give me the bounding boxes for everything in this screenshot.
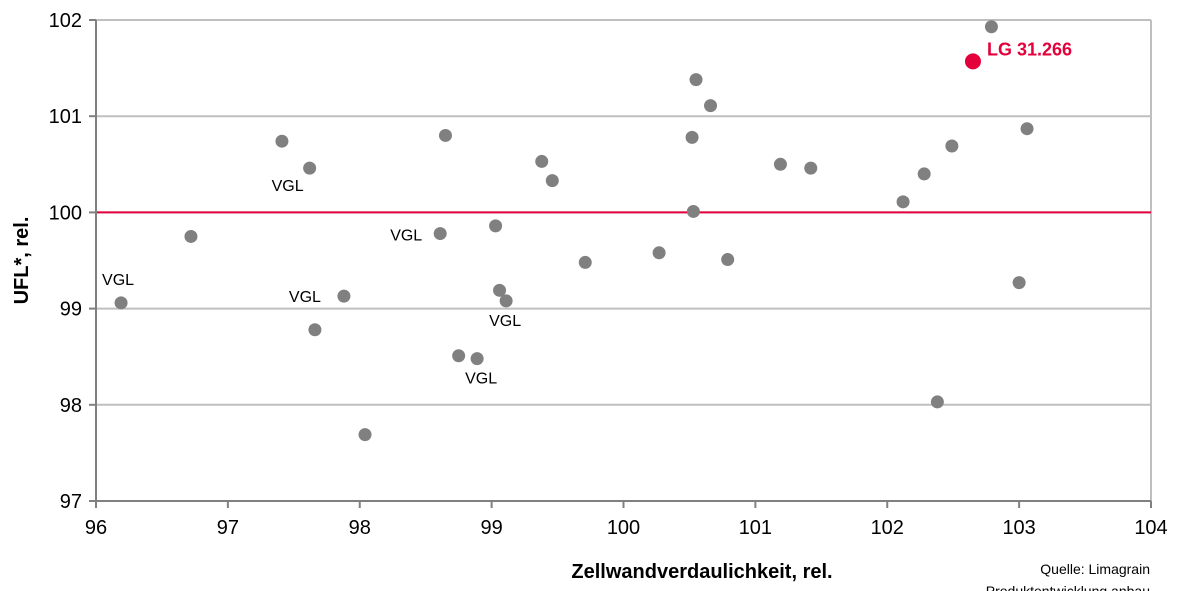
- gridlines: [96, 19, 1152, 501]
- x-tick-label-102: 102: [871, 517, 904, 539]
- y-axis-title: UFL*, rel.: [11, 217, 33, 305]
- data-point-29: [984, 20, 998, 34]
- data-point-labels: VGL VGL VGL VGL VGL VGL LG 31.266: [102, 39, 1072, 387]
- data-point-14: [535, 154, 549, 168]
- data-point-8: [438, 128, 452, 142]
- data-point-16: [578, 255, 592, 269]
- y-tick-label-99: 99: [60, 299, 82, 321]
- data-point-22: [721, 253, 735, 267]
- data-point-3: [303, 161, 317, 175]
- y-tick-label-101: 101: [49, 106, 82, 128]
- x-tick-label-103: 103: [1002, 517, 1035, 539]
- x-tick-label-96: 96: [85, 517, 107, 539]
- footnote-text: Produktentwicklung anbau: [986, 583, 1150, 591]
- data-point-2: [275, 134, 289, 148]
- data-point-30: [1012, 276, 1026, 290]
- data-point-26: [917, 167, 931, 181]
- highlight-point: [964, 53, 981, 70]
- y-tick-label-102: 102: [49, 10, 82, 32]
- x-tick-label-97: 97: [217, 517, 239, 539]
- y-tick-label-100: 100: [49, 202, 82, 224]
- data-point-21: [704, 99, 718, 113]
- x-axis-title: Zellwandverdaulichkeit, rel.: [571, 561, 832, 583]
- data-point-24: [804, 161, 818, 175]
- x-tick-label-98: 98: [349, 517, 371, 539]
- data-point-0: [114, 296, 128, 310]
- data-point-6: [358, 428, 372, 442]
- point-label-3: VGL: [272, 178, 304, 195]
- point-label-5: VGL: [289, 289, 321, 306]
- data-point-10: [470, 352, 484, 366]
- point-label-13: VGL: [489, 313, 521, 330]
- data-point-9: [452, 349, 466, 363]
- data-point-15: [545, 174, 559, 188]
- data-point-25: [896, 195, 910, 209]
- x-tick-label-101: 101: [739, 517, 772, 539]
- data-point-1: [184, 229, 198, 243]
- point-label-7: VGL: [390, 228, 422, 245]
- data-point-11: [489, 219, 503, 233]
- data-point-13: [499, 294, 513, 308]
- data-point-18: [685, 130, 699, 144]
- highlight-label: LG 31.266: [987, 39, 1072, 59]
- x-tick-label-99: 99: [481, 517, 503, 539]
- data-point-4: [308, 323, 322, 337]
- y-tick-label-98: 98: [60, 395, 82, 417]
- y-tick-labels: 97 98 99 100 101 102: [49, 10, 82, 513]
- axes: [89, 19, 1152, 508]
- source-note: Quelle: Limagrain: [1040, 561, 1150, 577]
- x-tick-label-104: 104: [1134, 517, 1167, 539]
- data-point-5: [337, 289, 351, 303]
- data-point-27: [930, 395, 944, 409]
- data-point-28: [945, 139, 959, 153]
- point-label-0: VGL: [102, 272, 134, 289]
- data-point-19: [686, 204, 700, 218]
- data-point-12: [493, 283, 507, 297]
- data-point-17: [652, 246, 666, 260]
- data-point-23: [773, 157, 787, 171]
- y-tick-label-97: 97: [60, 491, 82, 513]
- data-point-20: [689, 73, 703, 87]
- data-points: [114, 20, 1034, 442]
- data-point-31: [1020, 122, 1034, 136]
- x-tick-label-100: 100: [607, 517, 640, 539]
- data-point-7: [433, 227, 447, 241]
- point-label-10: VGL: [465, 371, 497, 388]
- x-tick-labels: 96 97 98 99 100 101 102 103 104: [85, 517, 1168, 539]
